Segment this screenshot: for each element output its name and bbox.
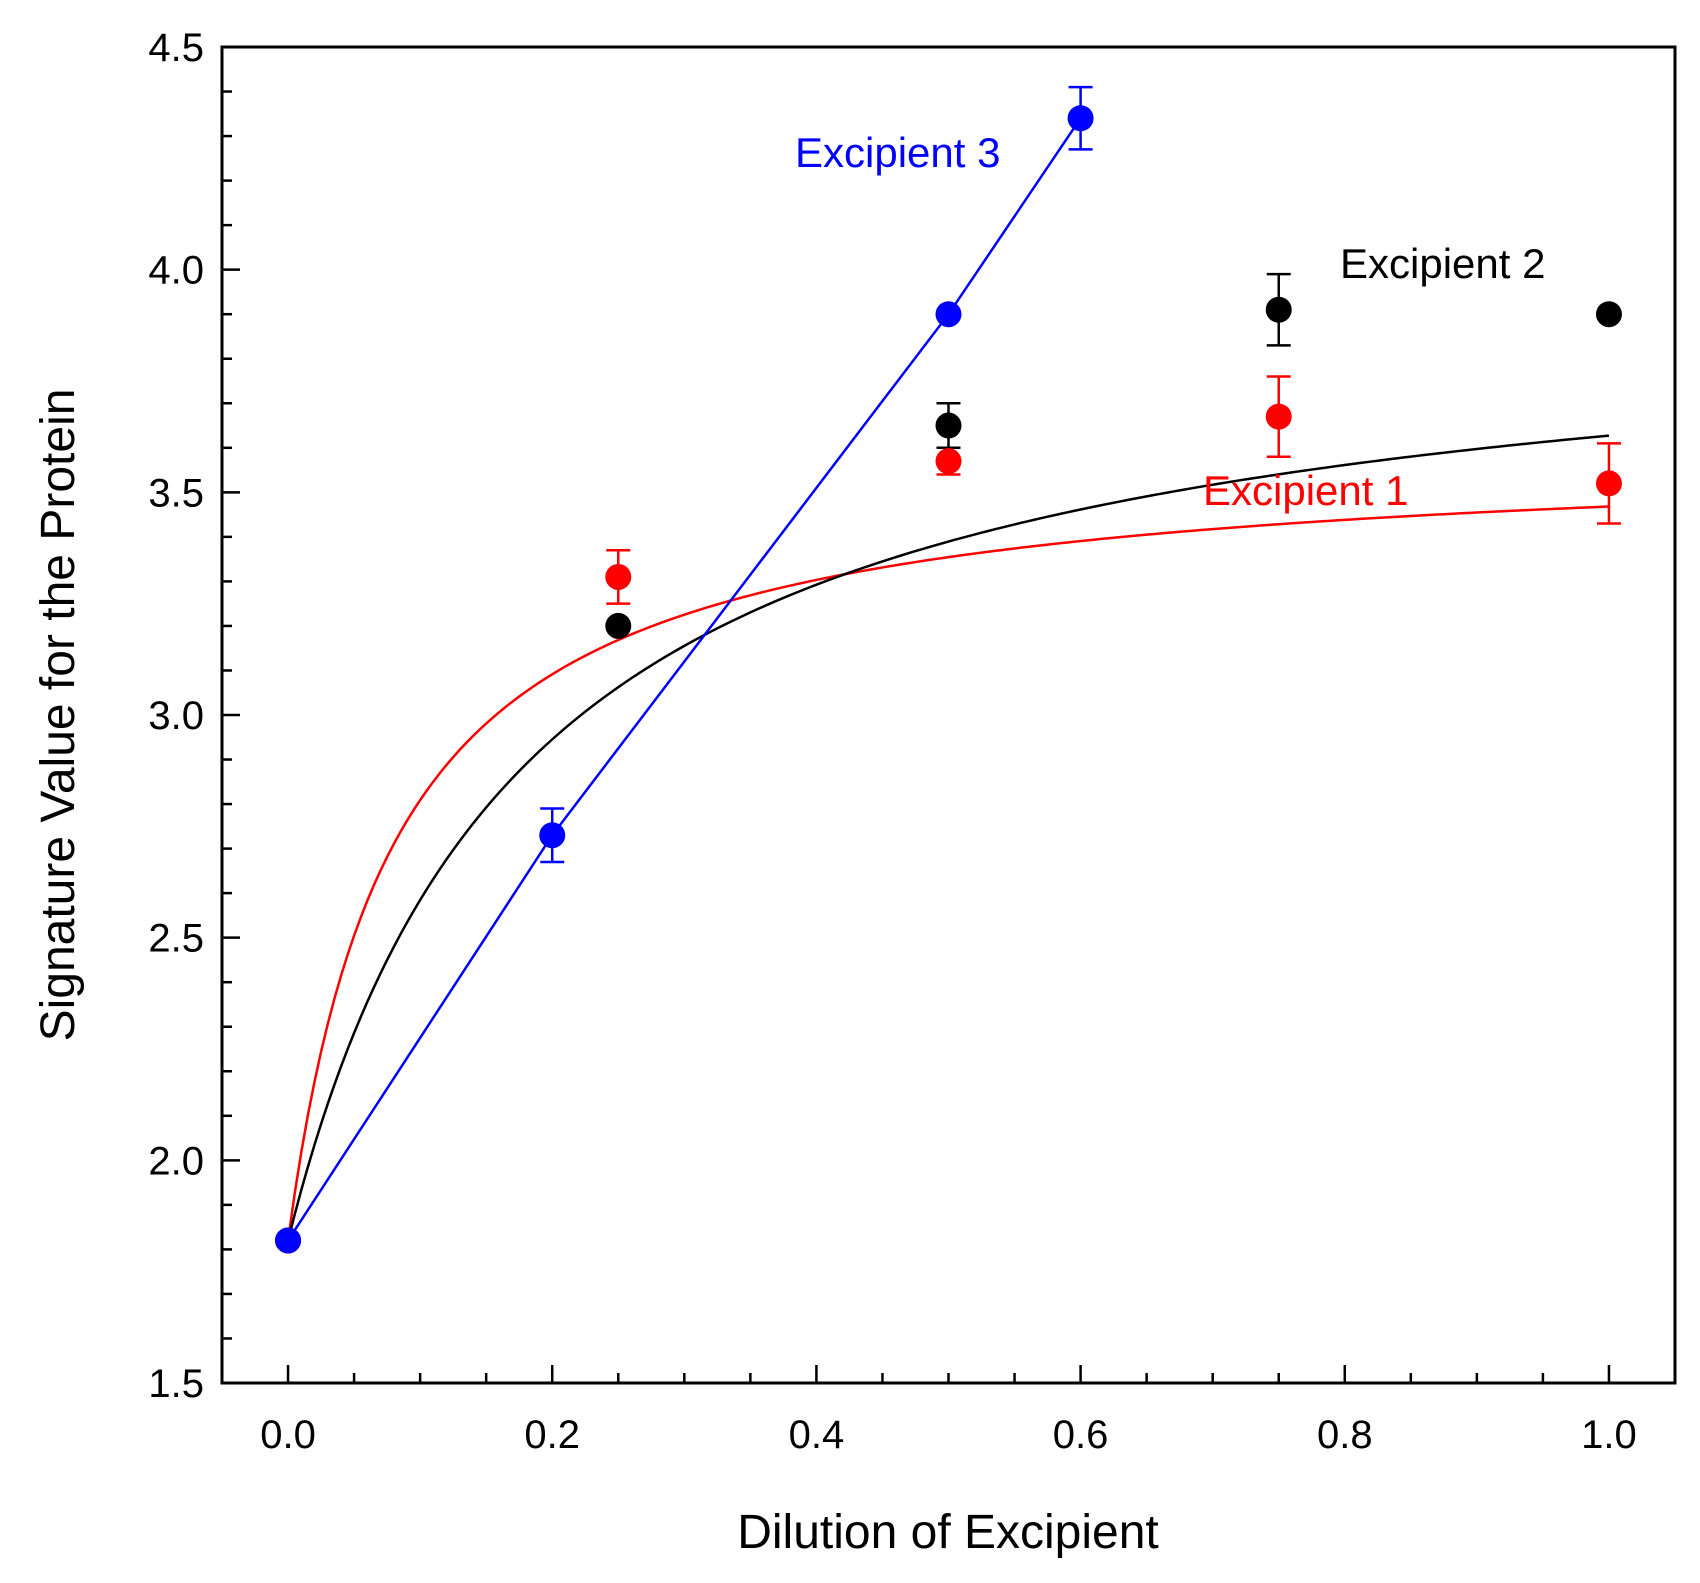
y-axis-title: Signature Value for the Protein	[32, 389, 85, 1042]
data-point-excipient-2	[605, 612, 632, 639]
y-tick-label: 2.0	[148, 1139, 204, 1183]
data-point-excipient-2	[1595, 301, 1622, 328]
series-label-excipient-2: Excipient 2	[1340, 240, 1545, 287]
fit-line-excipient-1	[286, 505, 1610, 1241]
x-tick-label: 0.6	[1053, 1413, 1109, 1457]
x-axis-title: Dilution of Excipient	[737, 1506, 1159, 1559]
x-tick-label: 0.8	[1317, 1413, 1373, 1457]
data-point-excipient-2	[935, 412, 962, 439]
data-point-excipient-3	[275, 1227, 302, 1254]
fit-line-excipient-3	[287, 117, 1082, 1242]
y-tick-label: 2.5	[148, 917, 204, 961]
y-tick-label: 3.0	[148, 694, 204, 738]
x-tick-label: 0.2	[524, 1413, 580, 1457]
series-label-excipient-3: Excipient 3	[795, 129, 1000, 176]
data-point-excipient-1	[935, 448, 962, 475]
data-point-excipient-1	[1595, 470, 1622, 497]
error-bars	[540, 85, 1621, 864]
data-points	[275, 105, 1622, 1254]
x-tick-label: 1.0	[1581, 1413, 1637, 1457]
data-point-excipient-1	[1265, 403, 1292, 430]
series-label-excipient-1: Excipient 1	[1203, 467, 1408, 514]
data-point-excipient-3	[539, 822, 566, 849]
data-point-excipient-3	[935, 301, 962, 328]
y-tick-label: 3.5	[148, 471, 204, 515]
data-point-excipient-1	[605, 563, 632, 590]
x-tick-labels: 0.0 0.2 0.4 0.6 0.8 1.0	[260, 1413, 1637, 1457]
data-point-excipient-3	[1067, 105, 1094, 132]
y-tick-label: 1.5	[148, 1362, 204, 1406]
y-tick-label: 4.0	[148, 249, 204, 293]
axis-ticks	[222, 45, 1611, 1385]
data-point-excipient-2	[1265, 296, 1292, 323]
y-tick-labels: 1.5 2.0 2.5 3.0 3.5 4.0 4.5	[148, 26, 204, 1406]
y-tick-label: 4.5	[148, 26, 204, 70]
fit-curves	[286, 117, 1610, 1242]
fit-line-excipient-2	[286, 434, 1610, 1241]
x-tick-label: 0.0	[260, 1413, 316, 1457]
x-tick-label: 0.4	[789, 1413, 845, 1457]
